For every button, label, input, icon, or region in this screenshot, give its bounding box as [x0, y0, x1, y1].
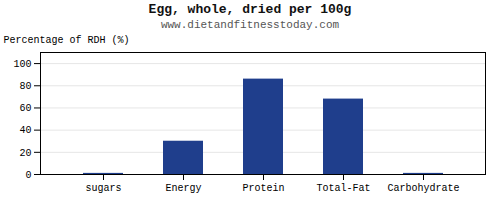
svg-text:Total-Fat: Total-Fat	[316, 183, 370, 194]
svg-text:40: 40	[19, 125, 31, 136]
svg-text:Protein: Protein	[242, 183, 284, 194]
html-text:Egg, whole, dried per 100g: Egg, whole, dried per 100g	[148, 2, 352, 17]
svg-text:Percentage of RDH (%): Percentage of RDH (%)	[4, 35, 130, 46]
html-text:www.dietandfitnesstoday.com: www.dietandfitnesstoday.com	[160, 19, 340, 31]
svg-text:20: 20	[19, 148, 31, 159]
svg-text:Carbohydrate: Carbohydrate	[387, 183, 459, 194]
svg-text:0: 0	[25, 170, 31, 181]
svg-text:100: 100	[13, 59, 31, 70]
svg-text:Energy: Energy	[165, 183, 201, 194]
svg-text:sugars: sugars	[85, 183, 121, 194]
svg-text:80: 80	[19, 81, 31, 92]
svg-text:60: 60	[19, 103, 31, 114]
